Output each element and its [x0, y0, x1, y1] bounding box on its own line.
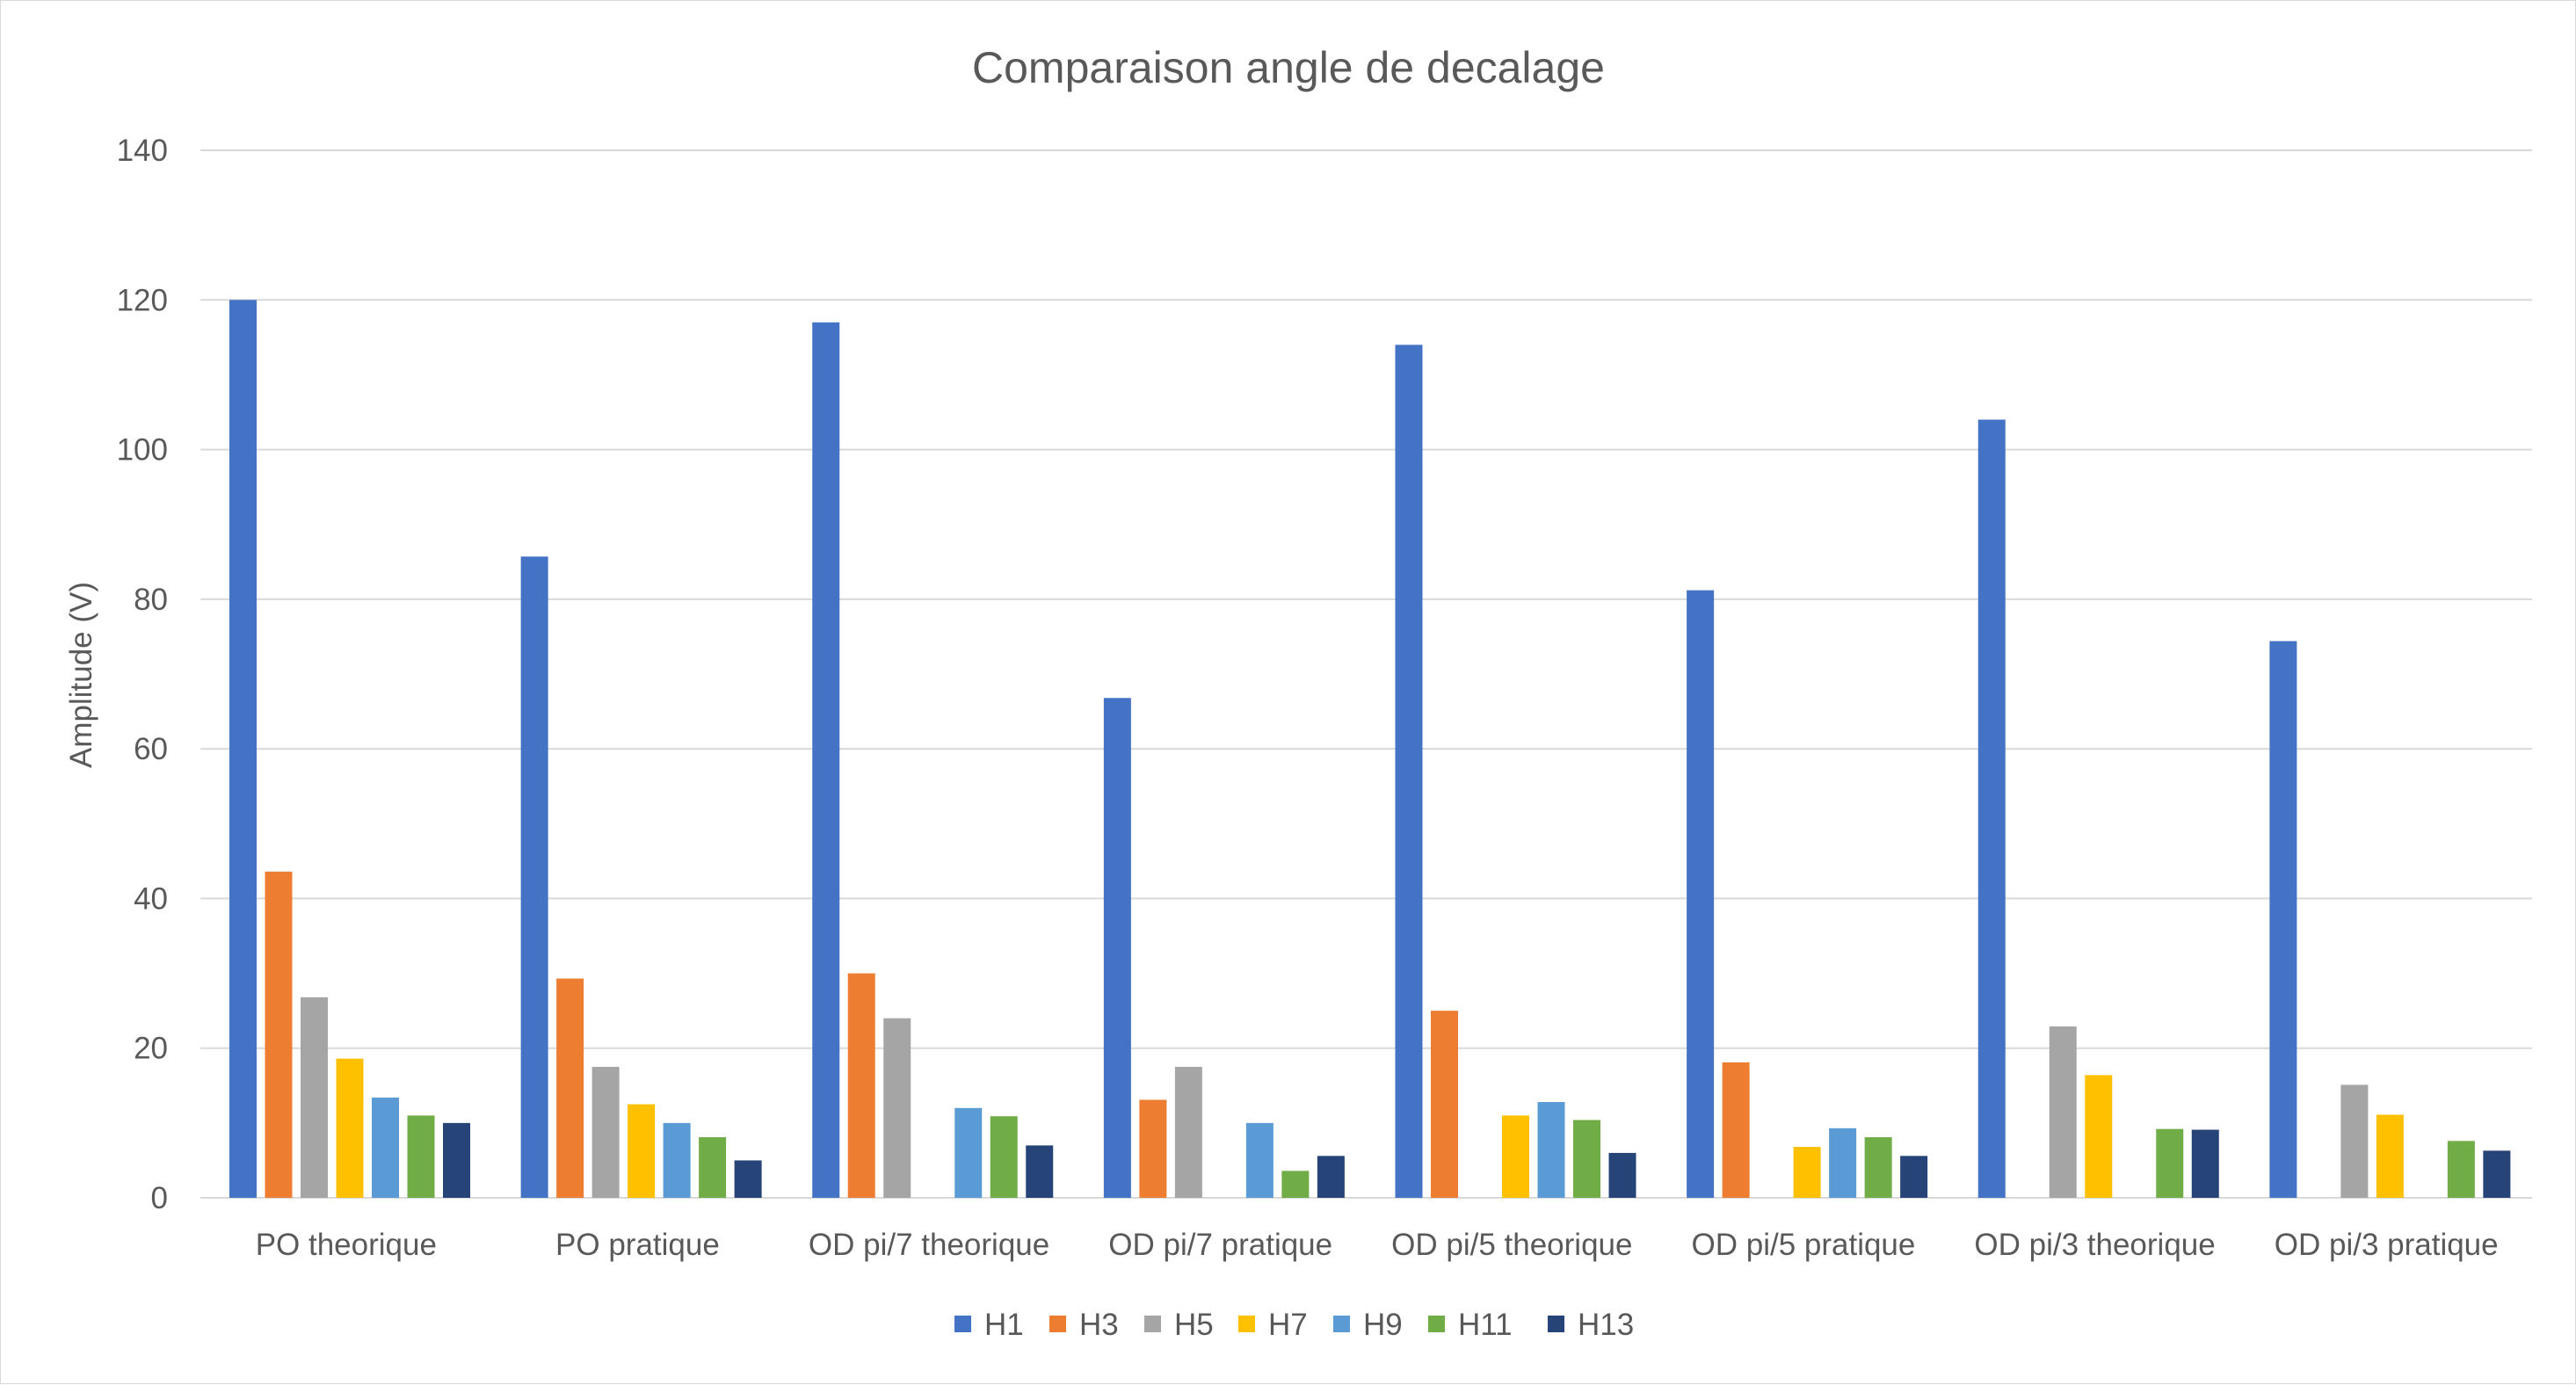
- chart-title: Comparaison angle de decalage: [972, 43, 1605, 92]
- y-tick-label: 140: [117, 134, 168, 168]
- bars: [229, 300, 2511, 1198]
- bar-h11-6: [2156, 1128, 2184, 1198]
- x-axis-ticks: PO theorique PO pratique OD pi/7 theorique…: [256, 1228, 2499, 1262]
- bar-h7-1: [628, 1104, 656, 1198]
- bar-h7-7: [2376, 1114, 2404, 1198]
- bar-h7-0: [336, 1058, 364, 1198]
- bar-h7-6: [2085, 1075, 2113, 1198]
- bar-h5-7: [2340, 1084, 2369, 1198]
- x-tick-label: OD pi/3 theorique: [1974, 1228, 2215, 1262]
- bar-h3-3: [1139, 1099, 1167, 1198]
- bar-h11-1: [699, 1137, 727, 1198]
- bar-h9-5: [1829, 1128, 1857, 1198]
- bar-h13-5: [1900, 1156, 1928, 1198]
- y-axis-title: Amplitude (V): [64, 582, 98, 768]
- x-tick-label: OD pi/7 pratique: [1108, 1228, 1332, 1262]
- bar-h9-1: [663, 1122, 691, 1198]
- bar-h1-6: [1977, 419, 2006, 1198]
- bar-h13-0: [443, 1122, 470, 1198]
- x-tick-label: OD pi/5 pratique: [1692, 1228, 1916, 1262]
- bar-h1-3: [1103, 698, 1131, 1198]
- bar-h13-1: [734, 1160, 762, 1198]
- x-tick-label: OD pi/7 theorique: [809, 1228, 1049, 1262]
- bar-h9-3: [1245, 1122, 1273, 1198]
- x-tick-label: OD pi/5 theorique: [1391, 1228, 1632, 1262]
- legend-swatch-h13: [1548, 1316, 1564, 1332]
- bar-h13-6: [2191, 1129, 2219, 1198]
- legend-swatch-h5: [1144, 1316, 1161, 1332]
- bar-h11-0: [407, 1115, 435, 1198]
- x-tick-label: OD pi/3 pratique: [2275, 1228, 2499, 1262]
- bar-h9-4: [1537, 1102, 1565, 1198]
- bar-h1-4: [1395, 344, 1423, 1198]
- legend-swatch-h3: [1049, 1316, 1066, 1332]
- bar-h13-2: [1026, 1145, 1054, 1198]
- bar-h5-6: [2049, 1026, 2077, 1198]
- bar-h1-2: [812, 322, 840, 1198]
- bar-h1-7: [2269, 641, 2297, 1198]
- legend-label-h5: H5: [1174, 1308, 1214, 1342]
- y-axis-ticks: 0 20 40 60 80 100 120 140: [117, 134, 168, 1215]
- x-tick-label: PO pratique: [555, 1228, 720, 1262]
- legend-label-h3: H3: [1079, 1308, 1119, 1342]
- bar-h1-5: [1687, 590, 1715, 1198]
- bar-h11-7: [2447, 1141, 2475, 1198]
- bar-h5-2: [883, 1018, 911, 1198]
- bar-h5-3: [1174, 1067, 1202, 1198]
- bar-h7-4: [1502, 1115, 1529, 1198]
- bar-h13-7: [2483, 1150, 2511, 1198]
- bar-h11-3: [1281, 1171, 1310, 1198]
- y-tick-label: 40: [134, 881, 168, 916]
- legend-swatch-h9: [1333, 1316, 1350, 1332]
- y-tick-label: 20: [134, 1032, 168, 1066]
- bar-h5-0: [301, 997, 328, 1198]
- legend-label-h1: H1: [984, 1308, 1024, 1342]
- gridlines: [200, 149, 2532, 1199]
- bar-h3-5: [1722, 1062, 1750, 1198]
- bar-h11-2: [990, 1116, 1018, 1198]
- legend-swatch-h1: [954, 1316, 971, 1332]
- legend-swatch-h7: [1238, 1316, 1255, 1332]
- bar-h7-5: [1793, 1147, 1821, 1198]
- bar-h3-0: [265, 871, 293, 1198]
- bar-h11-5: [1864, 1137, 1892, 1198]
- bar-h5-1: [591, 1067, 620, 1198]
- bar-h3-1: [556, 978, 584, 1198]
- legend-label-h13: H13: [1578, 1308, 1634, 1342]
- bar-h11-4: [1573, 1120, 1600, 1198]
- legend-label-h9: H9: [1363, 1308, 1403, 1342]
- bar-h9-0: [372, 1097, 399, 1198]
- bar-h9-2: [954, 1107, 983, 1198]
- bar-h1-0: [229, 300, 257, 1198]
- bar-h1-1: [520, 556, 548, 1198]
- y-tick-label: 100: [117, 433, 168, 468]
- bar-h3-2: [847, 973, 875, 1198]
- x-tick-label: PO theorique: [256, 1228, 437, 1262]
- y-tick-label: 120: [117, 283, 168, 317]
- y-tick-label: 0: [151, 1181, 168, 1215]
- legend-label-h7: H7: [1268, 1308, 1308, 1342]
- legend-swatch-h11: [1428, 1316, 1445, 1332]
- bar-h13-3: [1317, 1156, 1345, 1198]
- bar-h13-4: [1608, 1152, 1636, 1198]
- bar-h3-4: [1431, 1011, 1458, 1198]
- legend: H1 H3 H5 H7 H9 H11 H13: [954, 1308, 1634, 1342]
- y-tick-label: 60: [134, 732, 168, 766]
- y-tick-label: 80: [134, 583, 168, 617]
- legend-label-h11: H11: [1458, 1308, 1513, 1342]
